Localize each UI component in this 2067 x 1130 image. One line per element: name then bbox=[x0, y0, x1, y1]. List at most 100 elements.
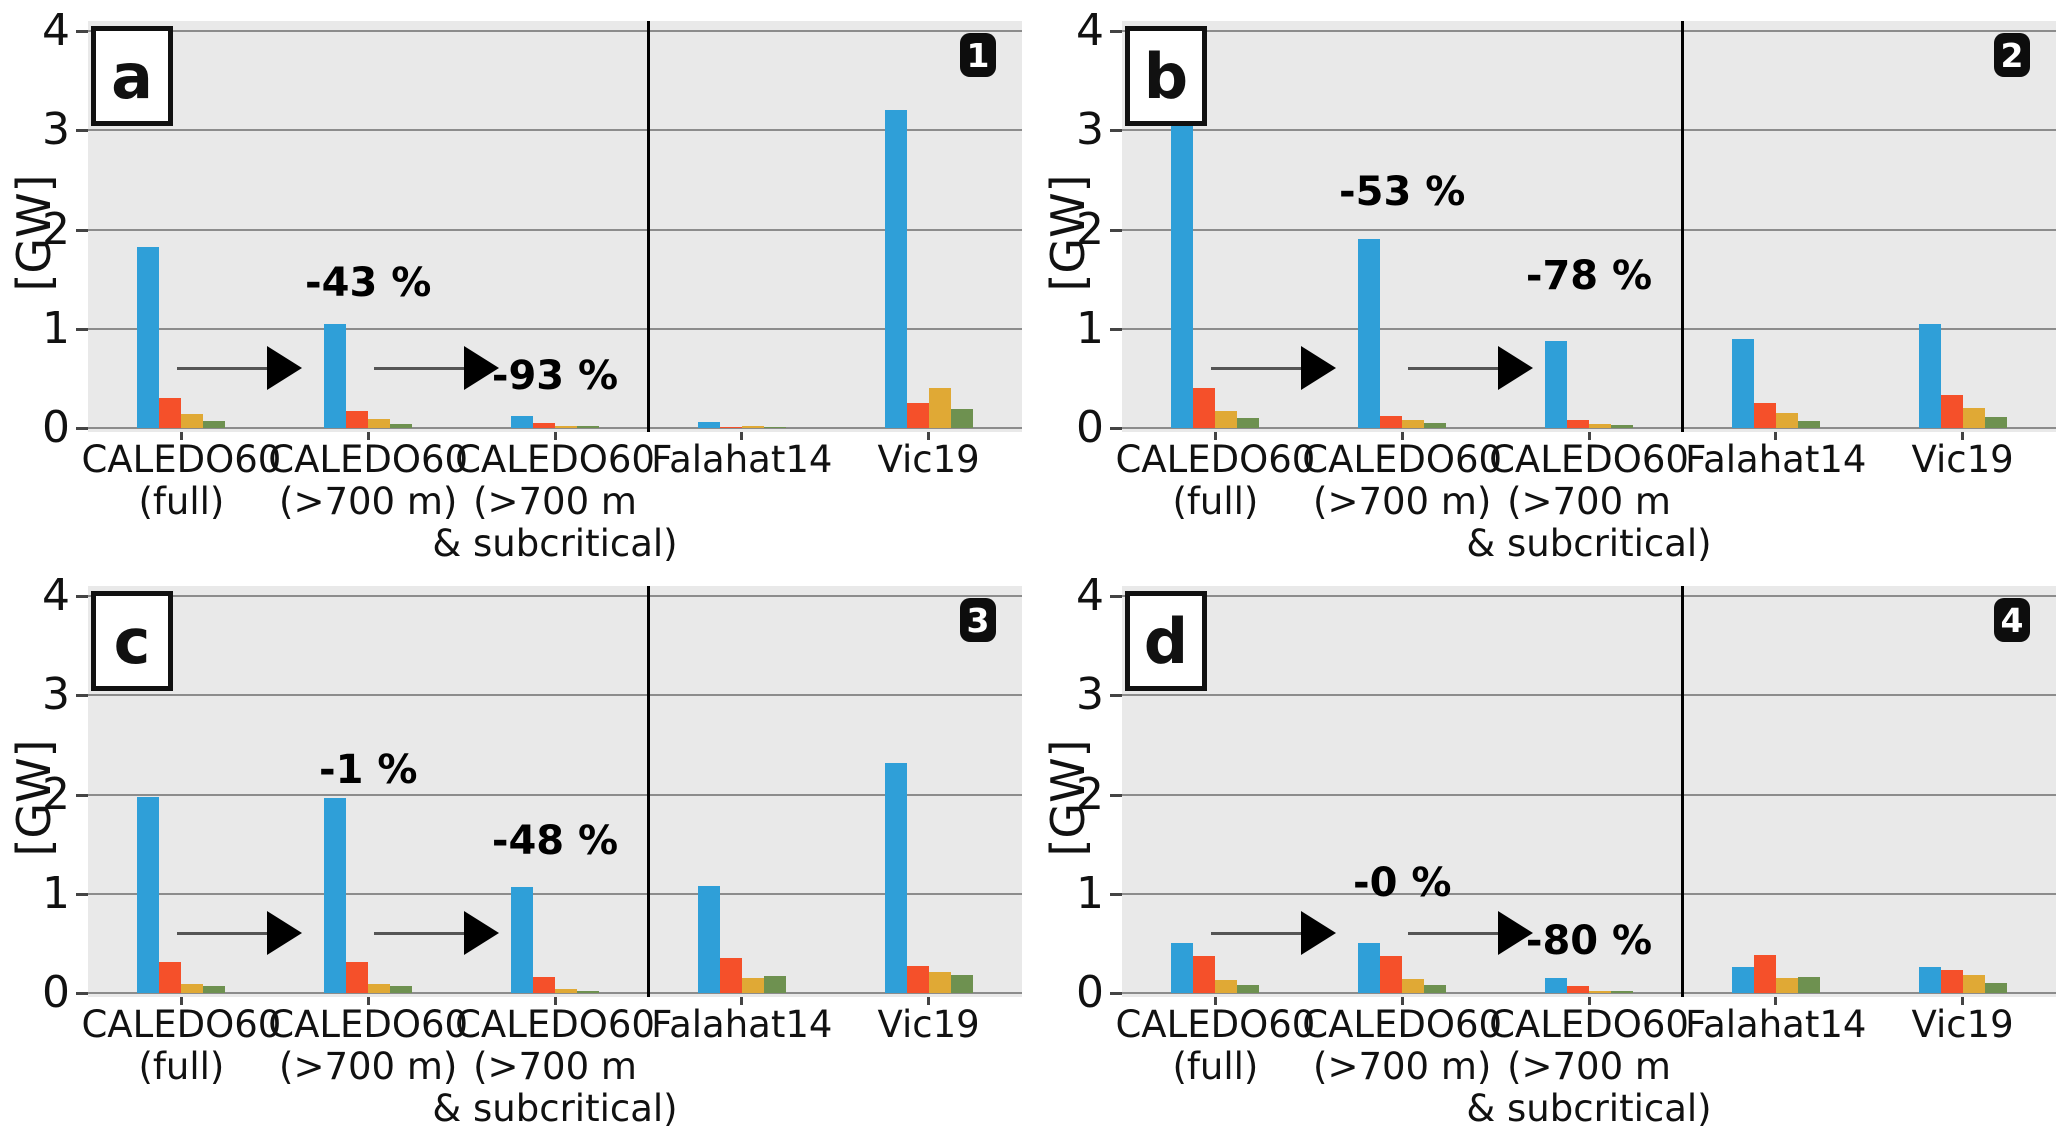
panel-letter-box: b bbox=[1125, 26, 1207, 126]
x-tick-label-line: Falahat14 bbox=[651, 1003, 833, 1046]
x-tick-label-cat3: CALEDO60 (>700 m & subcritical) bbox=[432, 1004, 677, 1130]
gridline-y0 bbox=[88, 427, 1022, 429]
x-tick-label-line: CALEDO60 bbox=[268, 1003, 469, 1046]
y-tick-mark bbox=[76, 427, 88, 430]
bar-orange-red-cat1 bbox=[159, 398, 182, 428]
bar-gold-cat2 bbox=[368, 419, 391, 428]
x-tick-label-line: CALEDO60 bbox=[81, 438, 282, 481]
gridline-y1 bbox=[88, 892, 1022, 895]
panel-c: -1 % -48 % c 3 0 1 2 3 4 CALEDO60 (full) CALEDO60 (>… bbox=[0, 565, 1033, 1130]
reduction-arrow-head bbox=[1498, 346, 1534, 391]
y-tick-label: 2 bbox=[1076, 203, 1104, 255]
bar-olive-green-cat4 bbox=[763, 427, 786, 428]
reduction-annotation: -0 % bbox=[1352, 859, 1452, 906]
panel-number-badge: 1 bbox=[960, 33, 996, 77]
reduction-annotation: -80 % bbox=[1525, 918, 1653, 965]
reduction-annotation: -93 % bbox=[491, 353, 619, 400]
gridline-y4 bbox=[1122, 30, 2056, 32]
x-tick-mark bbox=[1587, 997, 1591, 1005]
x-tick-label-line: (full) bbox=[138, 1045, 225, 1088]
reduction-arrow-line bbox=[176, 366, 268, 370]
y-tick-label: 3 bbox=[42, 104, 70, 156]
bar-blue-cat1 bbox=[1171, 943, 1194, 993]
y-tick-mark bbox=[1110, 228, 1122, 232]
x-tick-label-cat4: Falahat14 bbox=[651, 1004, 832, 1046]
y-tick-label: 4 bbox=[1076, 5, 1104, 56]
x-tick-mark bbox=[740, 432, 744, 440]
gridline-y4 bbox=[88, 30, 1022, 32]
bar-gold-cat4 bbox=[1775, 978, 1798, 993]
gridline-y1 bbox=[1122, 327, 2056, 330]
bar-olive-green-cat1 bbox=[203, 986, 226, 993]
bar-orange-red-cat5 bbox=[1940, 395, 1963, 428]
plot-area: -0 % -80 % d 4 bbox=[1122, 586, 2056, 997]
gridline-y0 bbox=[88, 992, 1022, 994]
x-tick-label-line: CALEDO60 bbox=[1489, 438, 1689, 481]
bar-blue-cat2 bbox=[324, 323, 347, 428]
reduction-annotation: -53 % bbox=[1339, 168, 1466, 215]
bar-blue-cat5 bbox=[884, 110, 907, 428]
x-tick-label-line: Falahat14 bbox=[1685, 438, 1867, 481]
bar-orange-red-cat3 bbox=[1567, 420, 1589, 428]
x-tick-label-line: (>700 m bbox=[473, 480, 637, 523]
bar-olive-green-cat2 bbox=[390, 424, 413, 428]
y-tick-label: 3 bbox=[42, 669, 70, 721]
plot-area: -43 % -93 % a 1 bbox=[88, 21, 1022, 432]
group-separator-line bbox=[1680, 21, 1684, 432]
reduction-annotation: -1 % bbox=[318, 746, 418, 793]
x-tick-label-line: CALEDO60 bbox=[1489, 1003, 1689, 1046]
x-tick-mark bbox=[1400, 997, 1404, 1005]
bar-olive-green-cat1 bbox=[1237, 985, 1260, 993]
y-axis-label: [GW] bbox=[7, 174, 61, 292]
bar-blue-cat1 bbox=[137, 247, 160, 428]
bar-orange-red-cat5 bbox=[906, 403, 929, 428]
gridline-y3 bbox=[88, 129, 1022, 132]
bar-orange-red-cat2 bbox=[1380, 956, 1403, 993]
group-separator-line bbox=[646, 21, 650, 432]
bar-gold-cat5 bbox=[928, 972, 951, 993]
y-tick-mark bbox=[1110, 427, 1122, 430]
x-tick-label-line: Vic19 bbox=[877, 438, 980, 481]
y-tick-label: 1 bbox=[1076, 302, 1104, 354]
x-tick-label-cat4: Falahat14 bbox=[651, 439, 832, 481]
x-tick-mark bbox=[1400, 432, 1404, 440]
gridline-y2 bbox=[1122, 793, 2056, 796]
bar-gold-cat5 bbox=[1962, 975, 1985, 993]
gridline-y2 bbox=[88, 793, 1022, 796]
panel-letter-box: c bbox=[91, 591, 173, 691]
reduction-arrow-line bbox=[1210, 931, 1302, 935]
x-tick-mark bbox=[1961, 432, 1965, 440]
x-tick-label-line: (>700 m) bbox=[279, 1045, 458, 1088]
bar-gold-cat1 bbox=[1215, 411, 1238, 428]
x-tick-label-line: & subcritical) bbox=[1466, 1087, 1712, 1130]
x-tick-mark bbox=[1213, 997, 1217, 1005]
x-tick-label-line: Falahat14 bbox=[651, 438, 833, 481]
panel-a: -43 % -93 % a 1 0 1 2 3 4 CALEDO60 (full) CALEDO60(… bbox=[0, 0, 1033, 565]
gridline-y4 bbox=[1122, 595, 2056, 597]
bar-olive-green-cat5 bbox=[950, 975, 973, 993]
x-tick-label-cat1: CALEDO60 (full) bbox=[81, 1004, 281, 1088]
x-tick-label-line: (>700 m bbox=[1507, 480, 1671, 523]
bar-orange-red-cat1 bbox=[1193, 956, 1216, 993]
reduction-arrow-line bbox=[373, 366, 465, 370]
y-tick-mark bbox=[76, 694, 88, 698]
x-tick-mark bbox=[553, 997, 557, 1005]
reduction-arrow-head bbox=[464, 346, 500, 391]
bar-gold-cat2 bbox=[1402, 979, 1425, 993]
y-tick-label: 1 bbox=[42, 867, 70, 919]
x-tick-mark bbox=[1587, 432, 1591, 440]
bar-orange-red-cat1 bbox=[159, 962, 182, 993]
x-tick-label-line: CALEDO60 bbox=[268, 438, 469, 481]
x-tick-label-cat4: Falahat14 bbox=[1685, 439, 1866, 481]
x-tick-label-line: CALEDO60 bbox=[1302, 1003, 1503, 1046]
bar-gold-cat4 bbox=[1775, 413, 1798, 428]
y-tick-label: 4 bbox=[42, 5, 70, 56]
y-tick-mark bbox=[76, 992, 88, 995]
bar-olive-green-cat2 bbox=[390, 986, 413, 993]
y-tick-label: 0 bbox=[42, 967, 70, 1018]
panel-number-badge: 3 bbox=[960, 598, 996, 642]
x-tick-label-cat2: CALEDO60 (>700 m) bbox=[268, 1004, 468, 1088]
y-tick-mark bbox=[76, 892, 88, 896]
x-tick-label-cat2: CALEDO60 (>700 m) bbox=[1302, 439, 1502, 523]
bar-gold-cat3 bbox=[1589, 424, 1611, 428]
